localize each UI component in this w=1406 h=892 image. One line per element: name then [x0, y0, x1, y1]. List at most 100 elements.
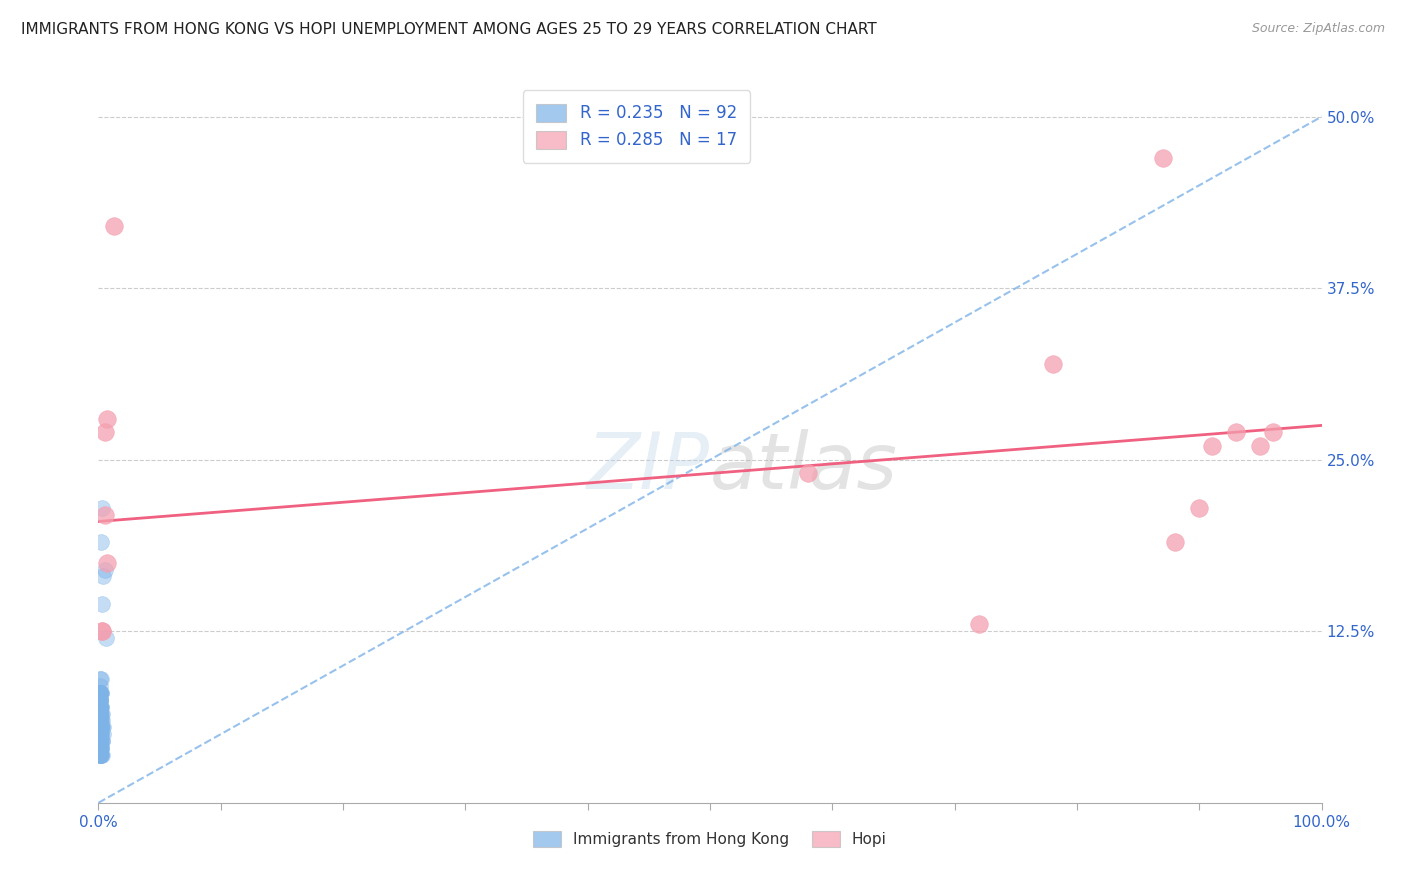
Point [89, 673, 111, 687]
Point [89, 734, 111, 748]
Point [89, 706, 111, 721]
Point [1261, 425, 1284, 440]
Point [91, 624, 114, 639]
Point [89, 686, 111, 700]
Point [1188, 500, 1211, 515]
Point [89, 734, 111, 748]
Point [967, 617, 990, 632]
Point [89, 706, 111, 721]
Point [91, 569, 114, 583]
Point [96, 556, 118, 570]
Point [90, 720, 112, 734]
Point [89, 693, 111, 707]
Point [91, 734, 114, 748]
Text: IMMIGRANTS FROM HONG KONG VS HOPI UNEMPLOYMENT AMONG AGES 25 TO 29 YEARS CORRELA: IMMIGRANTS FROM HONG KONG VS HOPI UNEMPL… [21, 22, 877, 37]
Point [93, 508, 115, 522]
Point [89, 747, 111, 762]
Point [1152, 151, 1174, 165]
Point [89, 679, 111, 693]
Point [90, 734, 112, 748]
Point [89, 734, 111, 748]
Point [89, 747, 111, 762]
Point [89, 706, 111, 721]
Point [89, 699, 111, 714]
Point [90, 720, 112, 734]
Point [90, 747, 112, 762]
Point [89, 699, 111, 714]
Point [89, 686, 111, 700]
Point [90, 714, 112, 728]
Point [89, 740, 111, 755]
Point [1225, 425, 1247, 440]
Point [89, 727, 111, 741]
Point [1042, 357, 1064, 371]
Point [91, 597, 114, 611]
Point [89, 699, 111, 714]
Point [90, 720, 112, 734]
Point [89, 714, 111, 728]
Point [89, 714, 111, 728]
Point [91, 747, 114, 762]
Point [91, 720, 114, 734]
Point [89, 714, 111, 728]
Point [89, 686, 111, 700]
Point [89, 740, 111, 755]
Point [89, 734, 111, 748]
Point [90, 740, 112, 755]
Point [89, 714, 111, 728]
Point [96, 411, 118, 425]
Point [90, 727, 112, 741]
Point [91, 720, 114, 734]
Text: ZIP: ZIP [588, 429, 710, 506]
Point [89, 720, 111, 734]
Point [89, 727, 111, 741]
Point [89, 699, 111, 714]
Point [89, 706, 111, 721]
Point [89, 693, 111, 707]
Point [90, 673, 112, 687]
Point [90, 740, 112, 755]
Point [89, 734, 111, 748]
Point [90, 699, 112, 714]
Point [89, 747, 111, 762]
Point [89, 699, 111, 714]
Point [89, 720, 111, 734]
Point [1164, 535, 1187, 549]
Point [91, 624, 114, 639]
Point [89, 720, 111, 734]
Point [89, 706, 111, 721]
Point [89, 714, 111, 728]
Point [90, 727, 112, 741]
Point [91, 500, 114, 515]
Point [93, 562, 115, 576]
Point [89, 740, 111, 755]
Point [89, 727, 111, 741]
Point [90, 535, 112, 549]
Point [89, 686, 111, 700]
Point [89, 693, 111, 707]
Point [103, 219, 125, 234]
Point [89, 727, 111, 741]
Point [90, 686, 112, 700]
Point [89, 693, 111, 707]
Point [90, 699, 112, 714]
Point [89, 720, 111, 734]
Point [89, 693, 111, 707]
Point [89, 740, 111, 755]
Point [91, 706, 114, 721]
Point [89, 740, 111, 755]
Point [89, 714, 111, 728]
Point [90, 747, 112, 762]
Point [1201, 439, 1223, 453]
Point [89, 727, 111, 741]
Legend: Immigrants from Hong Kong, Hopi: Immigrants from Hong Kong, Hopi [522, 818, 898, 859]
Point [797, 467, 820, 481]
Point [90, 706, 112, 721]
Point [90, 740, 112, 755]
Text: atlas: atlas [710, 429, 898, 506]
Point [91, 727, 114, 741]
Point [90, 686, 112, 700]
Point [89, 727, 111, 741]
Point [1249, 439, 1271, 453]
Point [89, 734, 111, 748]
